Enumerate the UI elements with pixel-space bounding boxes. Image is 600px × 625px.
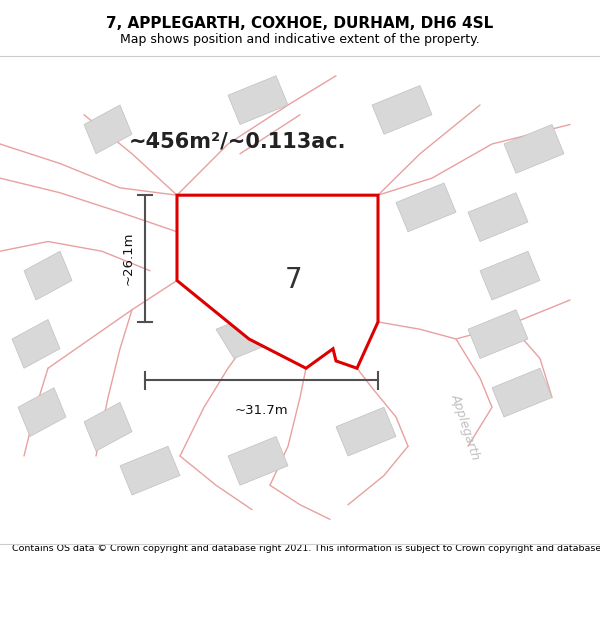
- Polygon shape: [84, 105, 132, 154]
- Polygon shape: [228, 76, 288, 124]
- Text: 7: 7: [285, 266, 303, 294]
- Polygon shape: [468, 310, 528, 359]
- Text: Applegarth: Applegarth: [448, 392, 482, 461]
- Polygon shape: [24, 251, 72, 300]
- Polygon shape: [177, 195, 378, 368]
- Polygon shape: [228, 436, 288, 485]
- Polygon shape: [372, 86, 432, 134]
- Polygon shape: [492, 368, 552, 417]
- Text: ~456m²/~0.113ac.: ~456m²/~0.113ac.: [129, 131, 347, 151]
- Polygon shape: [84, 402, 132, 451]
- Text: ~26.1m: ~26.1m: [121, 232, 134, 285]
- Text: ~31.7m: ~31.7m: [235, 404, 289, 417]
- Polygon shape: [12, 319, 60, 368]
- Polygon shape: [480, 251, 540, 300]
- Polygon shape: [120, 446, 180, 495]
- Text: Contains OS data © Crown copyright and database right 2021. This information is : Contains OS data © Crown copyright and d…: [12, 544, 600, 552]
- Polygon shape: [216, 310, 282, 359]
- Polygon shape: [396, 183, 456, 232]
- Polygon shape: [336, 408, 396, 456]
- Polygon shape: [216, 261, 282, 319]
- Polygon shape: [468, 192, 528, 241]
- Polygon shape: [18, 388, 66, 436]
- Text: 7, APPLEGARTH, COXHOE, DURHAM, DH6 4SL: 7, APPLEGARTH, COXHOE, DURHAM, DH6 4SL: [106, 16, 494, 31]
- Polygon shape: [288, 261, 342, 314]
- Text: Map shows position and indicative extent of the property.: Map shows position and indicative extent…: [120, 32, 480, 46]
- Polygon shape: [504, 124, 564, 173]
